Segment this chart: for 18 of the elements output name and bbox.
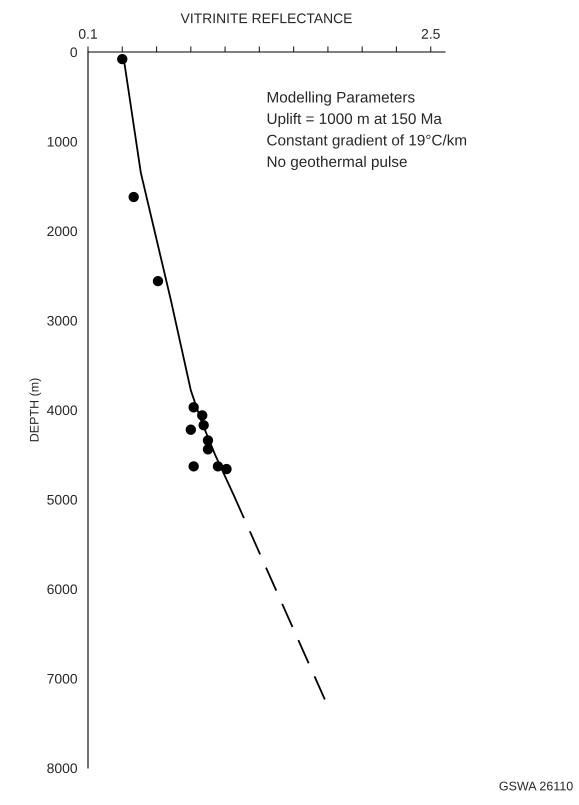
y-tick-label: 8000 (47, 763, 78, 774)
y-tick-label: 3000 (47, 316, 78, 326)
y-tick-label: 6000 (47, 584, 78, 594)
y-tick-label: 0 (70, 47, 78, 58)
y-axis-title: DEPTH (m) (29, 378, 42, 442)
y-tick-label: 4000 (47, 405, 78, 416)
y-tick-label: 5000 (47, 494, 78, 505)
y-tick-label: 7000 (47, 674, 78, 684)
annotation: Uplift = 1000 m at 150 Ma (268, 112, 442, 128)
x-tick-label: 0.1 (78, 29, 97, 39)
x-axis-title: VITRINITE REFLECTANCE (180, 13, 352, 24)
annotation: Modelling Parameters (268, 91, 415, 106)
y-tick-label: 2000 (47, 226, 78, 236)
text: GSWA 26110 (499, 782, 573, 790)
annotation: No geothermal pulse (268, 156, 407, 170)
x-tick-label: 2.5 (422, 29, 440, 39)
annotation: Constant gradient of 19°C/km (267, 134, 466, 149)
y-tick-label: 1000 (48, 136, 78, 147)
